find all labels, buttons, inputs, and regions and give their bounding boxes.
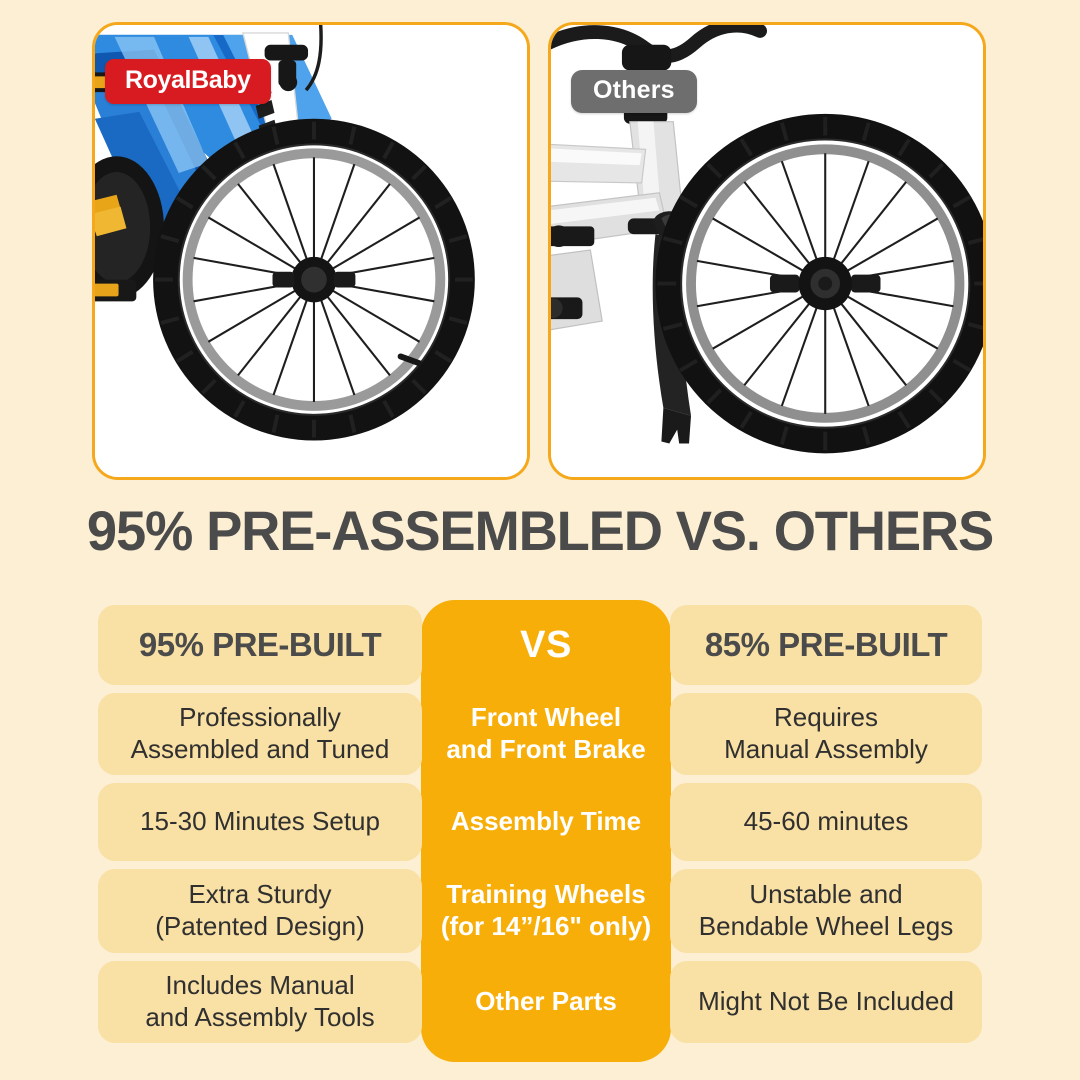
- row2-cell-royalbaby: 15-30 Minutes Setup: [98, 783, 422, 861]
- table-row: Extra Sturdy (Patented Design) Training …: [0, 869, 1080, 953]
- page-title: 95% PRE-ASSEMBLED VS. OTHERS: [86, 499, 994, 562]
- photo-comparison-panels: RoyalBaby: [0, 0, 1080, 488]
- row2-left-text: 15-30 Minutes Setup: [140, 806, 380, 837]
- row4-cell-others: Might Not Be Included: [670, 961, 982, 1043]
- row4-cell-feature: Other Parts: [421, 961, 671, 1043]
- photo-card-royalbaby: RoyalBaby: [92, 22, 530, 480]
- row3-cell-feature: Training Wheels (for 14”/16" only): [421, 869, 671, 953]
- row2-right-text: 45-60 minutes: [743, 806, 909, 837]
- table-row: Includes Manual and Assembly Tools Other…: [0, 961, 1080, 1043]
- row1-center-text: Front Wheel and Front Brake: [446, 702, 646, 764]
- header-right-label: 85% PRE-BUILT: [704, 625, 948, 663]
- row3-left-text: Extra Sturdy (Patented Design): [155, 879, 365, 941]
- others-bike-illustration: [551, 25, 983, 477]
- row1-cell-feature: Front Wheel and Front Brake: [421, 693, 671, 775]
- comparison-table: 95% PRE-BUILT VS 85% PRE-BUILT Professio…: [0, 600, 1080, 1070]
- row2-cell-others: 45-60 minutes: [670, 783, 982, 861]
- row4-center-text: Other Parts: [475, 986, 617, 1017]
- row1-right-text: Requires Manual Assembly: [724, 702, 928, 764]
- royalbaby-logo-badge: RoyalBaby: [105, 59, 271, 104]
- vs-center-column: [421, 600, 671, 1062]
- row4-cell-royalbaby: Includes Manual and Assembly Tools: [98, 961, 422, 1043]
- row2-center-text: Assembly Time: [450, 806, 642, 837]
- row4-left-text: Includes Manual and Assembly Tools: [145, 970, 375, 1032]
- others-label-badge: Others: [571, 70, 697, 113]
- row3-center-text: Training Wheels (for 14”/16" only): [440, 879, 652, 941]
- row3-cell-royalbaby: Extra Sturdy (Patented Design): [98, 869, 422, 953]
- photo-others-bike: Others: [551, 25, 983, 477]
- row2-cell-feature: Assembly Time: [421, 783, 671, 861]
- table-header-row: 95% PRE-BUILT VS 85% PRE-BUILT: [0, 605, 1080, 685]
- header-left-label: 95% PRE-BUILT: [138, 625, 382, 663]
- row4-right-text: Might Not Be Included: [698, 986, 954, 1017]
- row1-cell-others: Requires Manual Assembly: [670, 693, 982, 775]
- header-cell-others: 85% PRE-BUILT: [670, 605, 982, 685]
- photo-royalbaby-bike: RoyalBaby: [95, 25, 527, 477]
- photo-card-others: Others: [548, 22, 986, 480]
- header-vs-label: VS: [520, 623, 572, 666]
- row1-cell-royalbaby: Professionally Assembled and Tuned: [98, 693, 422, 775]
- table-row: 15-30 Minutes Setup Assembly Time 45-60 …: [0, 783, 1080, 861]
- row3-right-text: Unstable and Bendable Wheel Legs: [698, 879, 954, 941]
- table-row: Professionally Assembled and Tuned Front…: [0, 693, 1080, 775]
- header-cell-vs: VS: [421, 605, 671, 685]
- row3-cell-others: Unstable and Bendable Wheel Legs: [670, 869, 982, 953]
- header-cell-royalbaby: 95% PRE-BUILT: [98, 605, 422, 685]
- row1-left-text: Professionally Assembled and Tuned: [130, 702, 390, 764]
